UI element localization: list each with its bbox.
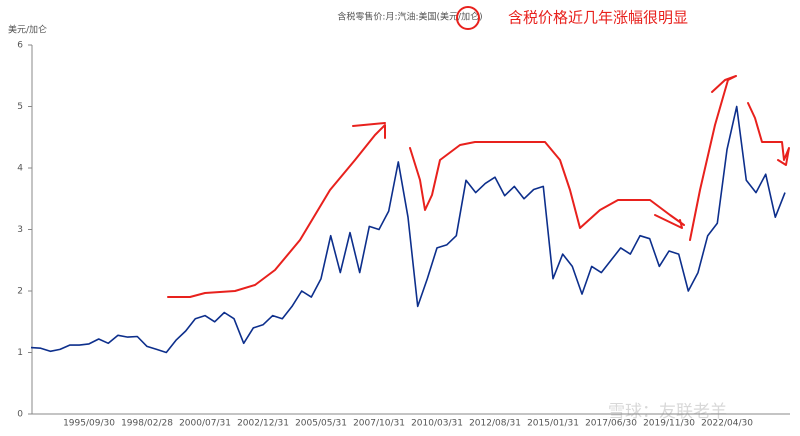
- watermark: 雪球：友联老羊: [608, 402, 727, 422]
- x-tick-label: 2000/07/31: [179, 419, 231, 429]
- y-tick-label: 5: [17, 102, 23, 112]
- x-tick-label: 2010/03/31: [411, 419, 463, 429]
- chart-title: 含税零售价:月:汽油:美国(美元/加仑): [337, 11, 482, 23]
- annotation: 含税价格近几年涨幅很明显: [508, 9, 688, 27]
- title-circle: [456, 6, 480, 30]
- x-tick-label: 1995/09/30: [63, 419, 115, 429]
- x-tick-label: 2015/01/31: [527, 419, 579, 429]
- x-tick-label: 2019/11/30: [643, 419, 695, 429]
- x-tick-label: 2002/12/31: [237, 419, 289, 429]
- series-line: [30, 105, 786, 354]
- x-tick-label: 1998/02/28: [121, 419, 173, 429]
- x-tick-label: 2017/06/30: [585, 419, 637, 429]
- x-tick-label: 2022/04/30: [701, 419, 753, 429]
- y-tick-label: 6: [17, 41, 23, 51]
- y-axis-label: 美元/加仑: [8, 24, 47, 36]
- x-tick-label: 2012/08/31: [469, 419, 521, 429]
- y-tick-label: 1: [17, 348, 23, 358]
- red-sketch: [167, 75, 790, 298]
- y-tick-label: 3: [17, 225, 23, 235]
- x-tick-label: 2007/10/31: [353, 419, 405, 429]
- y-tick-label: 4: [17, 164, 23, 174]
- y-tick-label: 2: [17, 287, 23, 297]
- y-tick-label: 0: [17, 410, 23, 420]
- x-tick-label: 2005/05/31: [295, 419, 347, 429]
